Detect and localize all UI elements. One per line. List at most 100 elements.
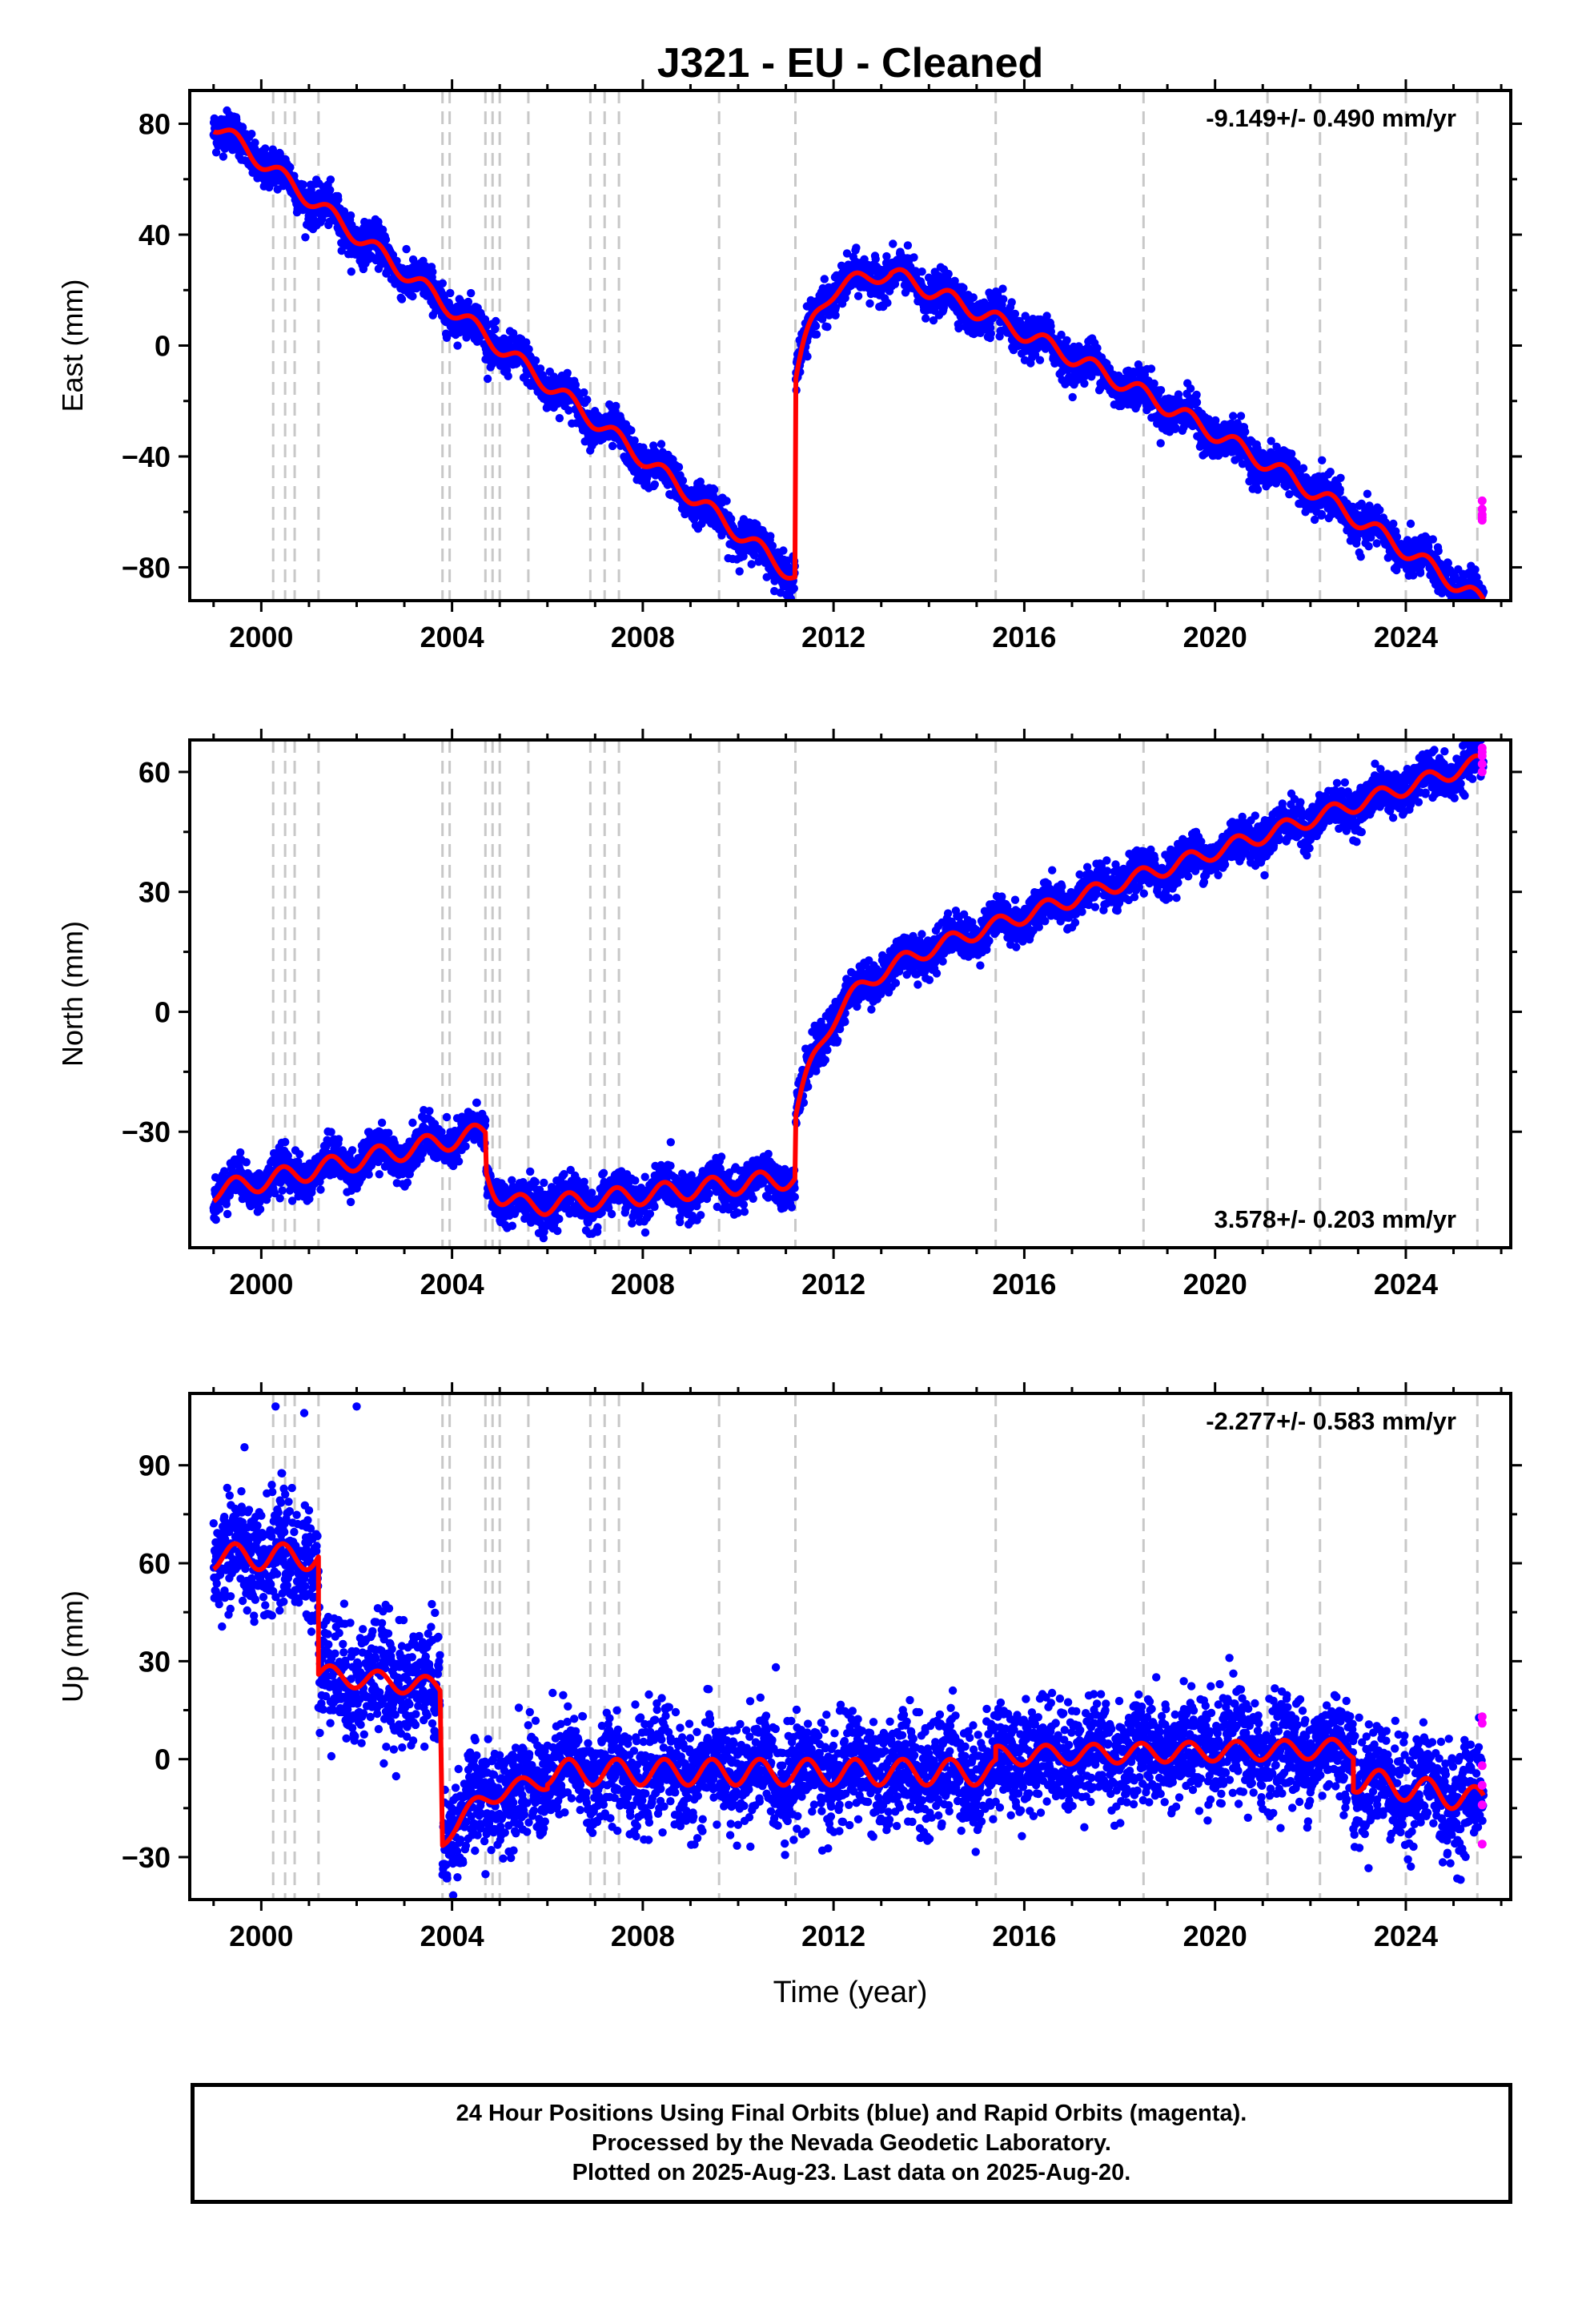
final-orbit-point	[739, 552, 748, 561]
final-orbit-point	[453, 341, 462, 350]
y-tick-label: −40	[122, 440, 171, 473]
final-orbit-point	[986, 329, 996, 338]
final-orbit-point	[251, 139, 259, 147]
plot-frame	[188, 89, 1512, 602]
final-orbit-point	[1428, 535, 1438, 544]
rate-annotation: -9.149+/- 0.490 mm/yr	[1206, 104, 1456, 132]
final-orbit-point	[1471, 565, 1480, 574]
final-orbit-point	[1150, 379, 1158, 388]
final-orbit-point	[438, 279, 447, 287]
north-panel: 2000 2004 2008 2012 2016 2020 2024−3003060Nort…	[56, 729, 1522, 1301]
x-tick-label: 2008	[611, 621, 675, 653]
final-orbit-point	[789, 584, 798, 593]
final-orbit-point	[674, 463, 684, 472]
final-orbit-point	[1062, 336, 1071, 345]
final-orbit-point	[1192, 398, 1202, 407]
final-orbit-point	[865, 299, 874, 308]
final-orbit-point	[612, 401, 620, 411]
final-orbit-point	[583, 396, 592, 404]
final-orbit-point	[1406, 519, 1415, 529]
final-orbit-point	[823, 323, 832, 332]
final-orbit-point	[1317, 509, 1327, 519]
final-orbit-point	[627, 426, 636, 435]
final-orbit-point	[492, 316, 500, 326]
final-orbit-point	[531, 356, 540, 365]
final-orbit-point	[504, 372, 512, 380]
final-orbit-point	[608, 441, 617, 451]
final-orbit-point	[889, 239, 897, 248]
final-orbit-point	[710, 485, 719, 494]
final-orbit-point	[766, 532, 775, 541]
final-orbit-point	[871, 255, 880, 263]
final-orbit-point	[1035, 356, 1045, 364]
final-orbit-point	[1473, 604, 1481, 612]
final-orbit-point	[803, 352, 812, 361]
final-orbit-point	[1480, 613, 1488, 621]
final-orbit-point	[555, 414, 564, 423]
final-orbit-point	[852, 243, 861, 252]
x-tick-label: 2024	[1374, 621, 1438, 653]
final-orbit-point	[1474, 604, 1482, 612]
final-orbit-point	[247, 130, 256, 139]
final-orbit-point	[1068, 392, 1077, 402]
final-orbit-point	[678, 476, 688, 485]
final-orbit-point	[1392, 533, 1402, 541]
final-orbit-point	[211, 1215, 220, 1224]
final-orbit-point	[1335, 485, 1345, 494]
rapid-orbit-point	[1477, 516, 1487, 525]
final-orbit-point	[378, 225, 387, 235]
final-orbit-point	[261, 144, 270, 153]
y-tick-label: 80	[139, 108, 171, 141]
final-orbit-point	[299, 180, 307, 189]
final-orbit-point	[509, 329, 518, 338]
final-orbit-point	[1476, 609, 1484, 617]
final-orbit-point	[917, 267, 926, 276]
x-tick-label: 2012	[801, 621, 865, 653]
final-orbit-point	[1442, 601, 1450, 609]
final-orbit-point	[563, 368, 572, 377]
model-line	[211, 127, 1486, 601]
final-orbit-point	[820, 275, 829, 283]
x-tick-label: 2016	[992, 621, 1056, 653]
final-orbit-point	[909, 253, 918, 262]
final-orbit-point	[998, 284, 1007, 293]
final-orbit-point	[1186, 384, 1195, 393]
final-orbit-point	[1363, 489, 1372, 498]
final-orbit-point	[408, 292, 417, 301]
final-orbit-point	[1253, 485, 1263, 494]
final-orbit-point	[428, 267, 437, 276]
rapid-orbit-points	[1477, 496, 1487, 525]
y-tick-label: 40	[139, 219, 171, 251]
final-orbit-point	[1375, 505, 1384, 515]
final-orbit-point	[774, 603, 782, 611]
final-orbit-point	[1010, 309, 1020, 319]
final-orbit-point	[779, 546, 788, 555]
final-orbit-point	[656, 440, 666, 448]
final-orbit-point	[464, 297, 473, 307]
final-orbit-point	[883, 299, 892, 308]
y-tick-label: −80	[122, 551, 171, 584]
x-tick-label: 2020	[1183, 621, 1247, 653]
final-orbit-points	[209, 740, 1488, 1243]
final-orbit-point	[442, 333, 452, 342]
final-orbit-point	[397, 295, 407, 304]
final-orbit-point	[1299, 464, 1308, 472]
final-orbit-point	[1372, 539, 1381, 548]
final-orbit-point	[286, 163, 295, 172]
final-orbit-point	[381, 235, 391, 244]
final-orbit-point	[211, 148, 221, 157]
final-orbit-point	[853, 292, 863, 300]
final-orbit-point	[337, 246, 346, 255]
final-orbit-point	[1146, 364, 1156, 373]
final-orbit-point	[812, 330, 821, 339]
final-orbit-points	[209, 106, 1488, 621]
final-orbit-point	[219, 152, 228, 161]
figure-title: J321 - EU - Cleaned	[657, 40, 1044, 86]
final-orbit-point	[301, 233, 310, 242]
final-orbit-point	[376, 259, 386, 269]
final-orbit-point	[483, 374, 492, 384]
final-orbit-point	[524, 344, 533, 354]
final-orbit-point	[334, 195, 343, 204]
rapid-orbit-point	[1477, 496, 1487, 505]
final-orbit-point	[238, 123, 247, 132]
